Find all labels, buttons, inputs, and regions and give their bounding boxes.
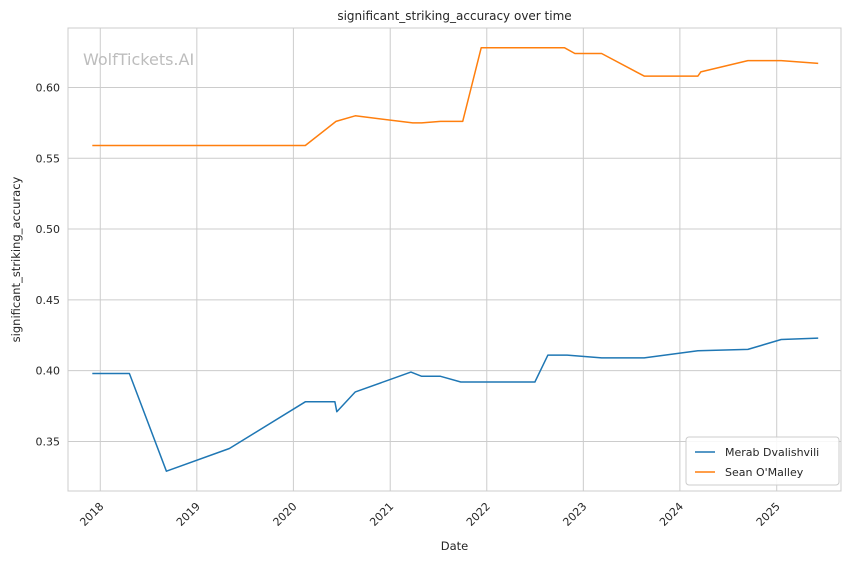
y-tick-label: 0.40 [36,365,61,378]
series-layer [92,47,819,472]
series-line-0 [92,337,819,472]
grid [68,28,841,491]
legend-label-omalley: Sean O'Malley [725,466,804,479]
series-line-1 [92,47,819,147]
legend-label-merab: Merab Dvalishvili [725,446,819,459]
y-tick-label: 0.45 [36,294,61,307]
y-tick-label: 0.60 [36,81,61,94]
chart-title: significant_striking_accuracy over time [337,9,571,23]
plot-area [67,27,842,492]
watermark: WolfTickets.AI [83,50,194,69]
legend-box [685,436,840,486]
y-tick-label: 0.50 [36,223,61,236]
y-tick-label: 0.35 [36,435,61,448]
legend: Merab Dvalishvili Sean O'Malley [685,436,840,486]
y-axis: 0.35 0.40 0.45 0.50 0.55 0.60 [36,81,61,448]
y-axis-label: significant_striking_accuracy [9,176,23,342]
y-tick-label: 0.55 [36,152,61,165]
x-axis-label: Date [441,539,469,553]
